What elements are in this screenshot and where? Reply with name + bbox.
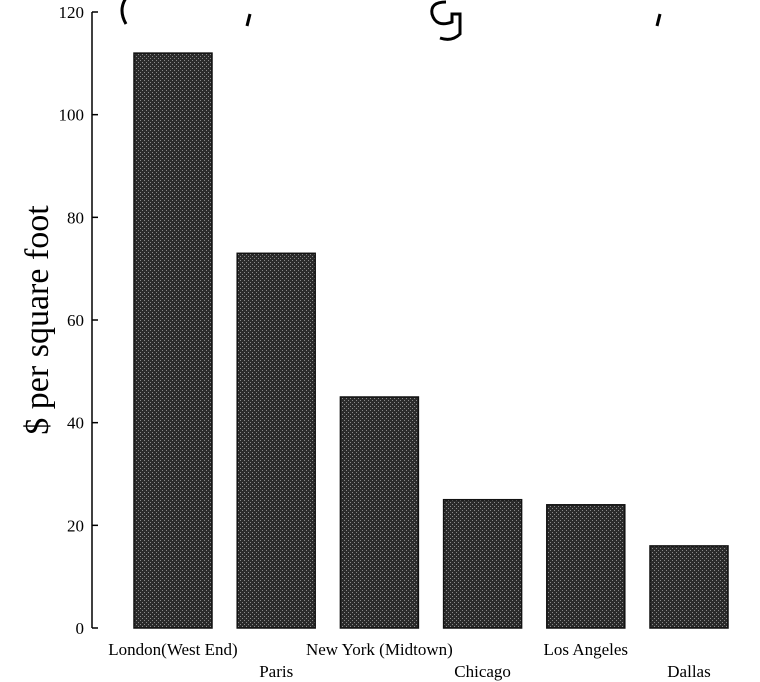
cropped-title-fragment	[120, 0, 662, 41]
y-tick-label: 80	[67, 208, 84, 227]
bar	[236, 252, 316, 629]
y-tick-label: 120	[59, 3, 85, 22]
bar	[442, 498, 523, 629]
bar	[133, 52, 213, 629]
x-category-label: Paris	[259, 662, 293, 681]
y-tick-label: 20	[67, 516, 84, 535]
bars	[133, 52, 729, 629]
bar	[339, 396, 420, 629]
x-category-label: New York (Midtown)	[306, 640, 453, 659]
x-category-labels: London(West End) Paris New York (Midtown)C…	[108, 640, 710, 681]
y-ticks: 0 20 40 60 80 100 120	[59, 3, 98, 638]
x-category-label: Dallas	[667, 662, 710, 681]
x-category-label: Los Angeles	[544, 640, 629, 659]
y-tick-label: 100	[59, 106, 85, 125]
y-tick-label: 60	[67, 311, 84, 330]
y-tick-label: 0	[76, 619, 85, 638]
bar	[546, 504, 626, 629]
x-category-label: Chicago	[454, 662, 511, 681]
x-category-label: London(West End)	[108, 640, 237, 659]
bar	[649, 545, 729, 629]
y-tick-label: 40	[67, 414, 84, 433]
y-axis-title: $ per square foot	[19, 205, 56, 435]
